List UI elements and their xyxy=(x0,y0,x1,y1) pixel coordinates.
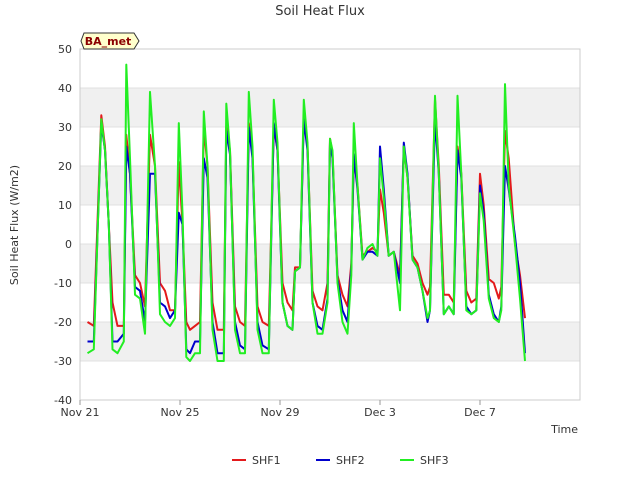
y-tick-label: 10 xyxy=(58,199,72,212)
y-tick-label: -30 xyxy=(54,355,72,368)
x-tick-label: Nov 21 xyxy=(61,406,100,419)
y-tick-label: 20 xyxy=(58,160,72,173)
legend-label-shf3: SHF3 xyxy=(420,454,449,467)
plot-frame xyxy=(79,48,581,401)
x-axis-ticks: Nov 21 Nov 25 Nov 29 Dec 3 Dec 7 xyxy=(61,400,496,419)
y-tick-label: 30 xyxy=(58,121,72,134)
legend-label-shf2: SHF2 xyxy=(336,454,365,467)
band xyxy=(80,244,580,283)
legend: SHF1 SHF2 SHF3 xyxy=(232,454,449,467)
series-line-shf3 xyxy=(86,63,526,362)
y-tick-label: 50 xyxy=(58,43,72,56)
badge-box xyxy=(80,32,140,50)
x-tick-label: Nov 29 xyxy=(261,406,300,419)
plot-bands xyxy=(80,88,580,361)
y-tick-label: 0 xyxy=(65,238,72,251)
band xyxy=(80,322,580,361)
x-tick-label: Nov 25 xyxy=(161,406,200,419)
badge-label: BA_met xyxy=(85,35,132,48)
y-tick-label: -10 xyxy=(54,277,72,290)
x-tick-label: Dec 7 xyxy=(464,406,496,419)
y-axis-ticks: -40 -30 -20 -10 0 10 20 30 40 50 xyxy=(54,43,72,407)
y-axis-label: Soil Heat Flux (W/m2) xyxy=(8,165,21,285)
x-tick-label: Dec 3 xyxy=(364,406,396,419)
y-tick-label: -40 xyxy=(54,394,72,407)
chart-title: Soil Heat Flux xyxy=(275,4,365,19)
legend-label-shf1: SHF1 xyxy=(252,454,281,467)
badge: BA_met xyxy=(80,32,140,50)
band xyxy=(80,88,580,127)
y-tick-label: -20 xyxy=(54,316,72,329)
y-tick-label: 40 xyxy=(58,82,72,95)
series-lines xyxy=(86,63,526,362)
x-axis-label: Time xyxy=(550,423,578,436)
